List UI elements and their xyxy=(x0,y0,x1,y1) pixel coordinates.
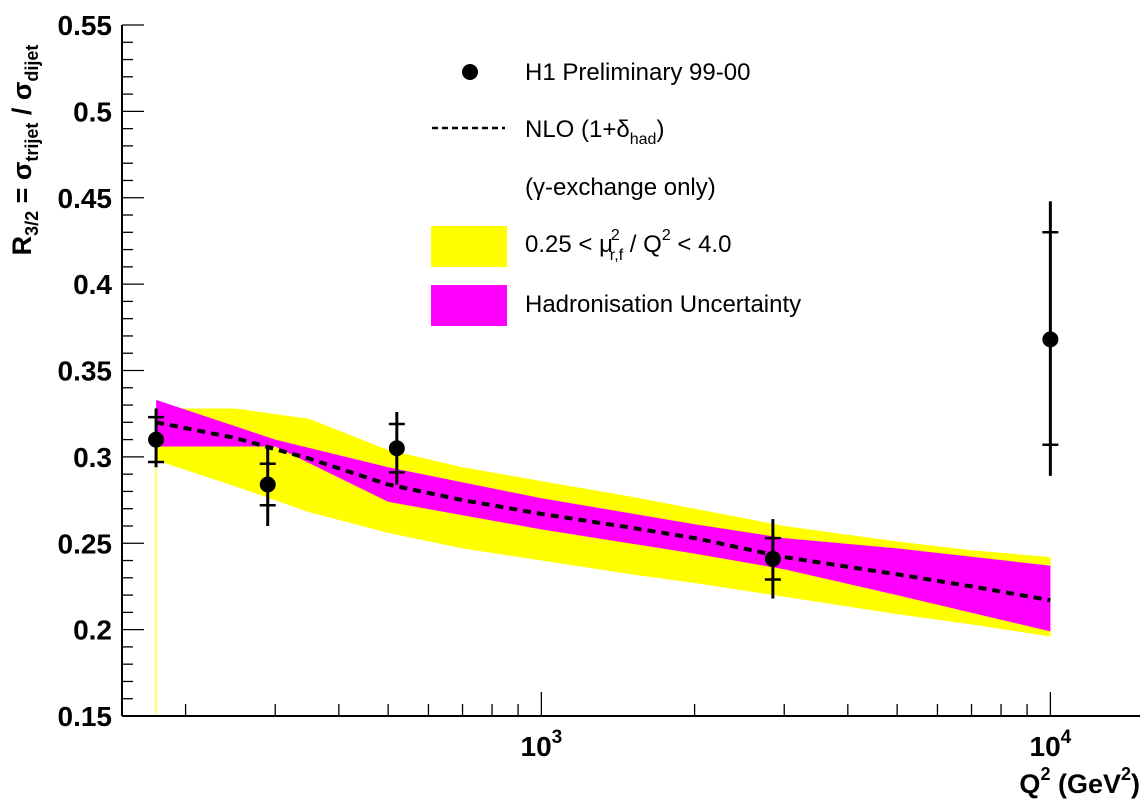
y-tick-label: 0.4 xyxy=(73,269,112,300)
y-axis-ticks: 0.15 0.2 0.25 0.3 0.35 0.4 0.45 0.5 0.55 xyxy=(58,10,144,732)
data-marker xyxy=(148,431,165,448)
y-tick-label: 0.35 xyxy=(58,356,113,387)
legend-scale-end: < 4.0 xyxy=(671,231,732,258)
legend-nlo-main: NLO (1+δ xyxy=(525,116,630,143)
data-marker xyxy=(764,550,781,567)
y-tick-label: 0.5 xyxy=(73,96,112,127)
data-marker xyxy=(388,440,405,457)
x-label-unit: (GeV xyxy=(1050,769,1121,799)
x-label-main: Q xyxy=(1019,769,1040,799)
y-tick-label: 0.2 xyxy=(73,615,112,646)
legend-label-had: Hadronisation Uncertainty xyxy=(525,291,801,318)
y-tick-label: 0.3 xyxy=(73,442,112,473)
legend-label-scale: 0.25 < μ2 r,f / Q2 < 4.0 xyxy=(525,227,731,264)
legend-label-data: H1 Preliminary 99-00 xyxy=(525,59,750,86)
data-point-0 xyxy=(148,408,165,468)
data-marker xyxy=(1042,331,1059,348)
legend-label-note: (γ-exchange only) xyxy=(525,174,716,201)
lines-layer xyxy=(155,420,1051,603)
legend-marker-data xyxy=(462,64,478,80)
legend: H1 Preliminary 99-00 NLO (1+δhad) (γ-exc… xyxy=(431,59,801,326)
y-label-r: R xyxy=(7,236,37,256)
data-point-3 xyxy=(764,519,781,599)
y-label-eq: = σ xyxy=(7,162,37,211)
points-layer xyxy=(148,201,1059,599)
x-axis-ticks: 103 104 xyxy=(184,692,1072,762)
y-label-den-sub: dijet xyxy=(22,45,42,82)
data-marker xyxy=(259,476,276,493)
x-axis-label: Q2 (GeV2) xyxy=(1019,764,1140,799)
x-tick-label: 103 xyxy=(521,727,563,762)
y-tick-label: 0.15 xyxy=(58,701,113,732)
legend-scale-sup: 2 xyxy=(611,227,620,244)
legend-label-nlo: NLO (1+δhad) xyxy=(525,116,664,148)
y-tick-label: 0.45 xyxy=(58,183,113,214)
x-label-sup: 2 xyxy=(1040,764,1050,784)
y-tick-label: 0.25 xyxy=(58,528,113,559)
y-label-r-sub: 3/2 xyxy=(22,211,42,236)
data-point-2 xyxy=(388,411,405,485)
legend-nlo-sub: had xyxy=(630,131,657,148)
nlo-line xyxy=(155,420,1051,603)
x-label-close: ) xyxy=(1131,769,1140,799)
data-point-1 xyxy=(259,444,276,526)
legend-scale-sub: r,f xyxy=(610,247,624,264)
band-4 xyxy=(156,399,1051,632)
y-axis-label: R3/2 = σtrijet / σdijet xyxy=(7,45,42,256)
y-label-num-sub: trijet xyxy=(22,123,42,162)
legend-nlo-close: ) xyxy=(656,116,664,143)
bands-layer xyxy=(155,399,1051,716)
x-tick-label: 104 xyxy=(1030,727,1072,762)
legend-swatch-scale xyxy=(431,226,507,267)
data-point-4 xyxy=(1042,201,1059,476)
y-label-slash: / σ xyxy=(7,82,37,123)
legend-swatch-had xyxy=(431,285,507,326)
legend-scale-main: 0.25 < μ xyxy=(525,231,613,258)
legend-scale-tail-sup: 2 xyxy=(662,227,671,244)
y-tick-label: 0.55 xyxy=(58,10,113,41)
x-label-unit-sup: 2 xyxy=(1121,764,1131,784)
legend-scale-tail: / Q xyxy=(623,231,662,258)
